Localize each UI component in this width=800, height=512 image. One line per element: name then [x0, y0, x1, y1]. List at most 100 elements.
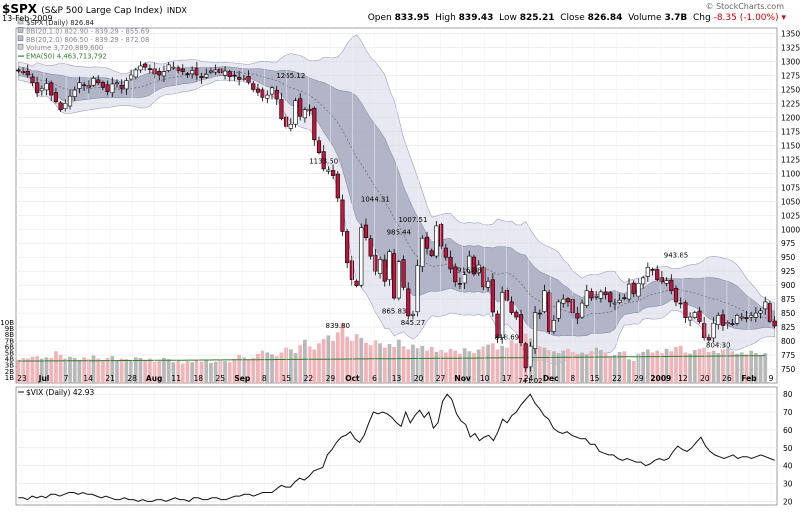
volume-bar: [443, 352, 448, 383]
price-y-tick: 1175: [781, 127, 800, 136]
price-panel: 7507758008258508759009259509751000102510…: [0, 18, 800, 385]
candle-body: [579, 302, 585, 318]
volume-bar: [458, 353, 462, 383]
candle-body: [321, 151, 326, 170]
price-y-tick: 850: [781, 309, 796, 318]
volume-bar: [246, 359, 251, 383]
volume-bar: [396, 339, 401, 383]
candle-body: [584, 290, 589, 306]
volume-bar: [509, 340, 514, 383]
volume-bar: [716, 353, 721, 383]
candle-body: [199, 76, 204, 79]
price-y-tick: 1025: [781, 211, 800, 220]
candle-body: [683, 302, 688, 318]
candle-body: [772, 320, 777, 327]
x-tick-label: 22: [612, 374, 622, 383]
candle-body: [335, 173, 340, 199]
x-tick-label: 24: [524, 374, 534, 383]
vix-y-tick: 20: [783, 497, 793, 506]
candle-body: [166, 64, 171, 71]
candle-body: [744, 317, 749, 320]
candle-body: [542, 290, 547, 312]
x-tick-label: 11: [171, 374, 181, 383]
candle-body: [711, 322, 716, 339]
candle-body: [312, 107, 317, 141]
candle-body: [669, 279, 674, 292]
candle-body: [401, 259, 406, 288]
candle-body: [617, 299, 622, 303]
volume-y-tick: 1B: [5, 374, 14, 382]
candle-body: [631, 282, 636, 294]
price-y-tick: 1100: [781, 169, 800, 178]
volume-bar: [692, 350, 697, 383]
candle-body: [105, 84, 110, 93]
candle-body: [692, 312, 697, 318]
volume-bar: [288, 349, 293, 383]
price-y-tick: 1150: [781, 141, 800, 150]
candle-body: [688, 316, 693, 321]
volume-bar: [303, 339, 307, 383]
price-y-tick: 1075: [781, 183, 800, 192]
price-y-tick: 900: [781, 281, 796, 290]
candle-body: [302, 109, 307, 119]
volume-bar: [72, 357, 77, 383]
volume-bar: [730, 351, 735, 383]
candle-body: [664, 280, 669, 284]
candle-body: [641, 277, 646, 285]
volume-bar: [199, 361, 204, 383]
candle-body: [518, 314, 524, 344]
volume-bar: [251, 357, 256, 383]
price-y-tick: 1275: [781, 72, 800, 81]
volume-bar: [86, 359, 91, 383]
x-tick-label: Aug: [146, 374, 163, 383]
x-tick-label: 8: [262, 374, 267, 383]
candle-body: [626, 283, 632, 300]
volume-bar: [213, 361, 218, 383]
candle-body: [49, 82, 54, 96]
price-y-tick: 1125: [781, 155, 800, 164]
volume-y-tick: 10B: [0, 319, 14, 327]
candle-body: [720, 314, 726, 326]
price-annotation: 865.83: [382, 307, 407, 315]
symbol: $SPX: [2, 2, 38, 16]
volume-bar: [429, 347, 434, 383]
candle-body: [368, 238, 373, 257]
volume-bar: [627, 359, 631, 383]
candle-body: [509, 301, 514, 313]
volume-bar: [44, 357, 49, 383]
volume-bar: [382, 347, 387, 383]
volume-bar: [467, 351, 472, 383]
candle-body: [434, 225, 439, 257]
candle-body: [523, 343, 528, 369]
candle-body: [415, 265, 420, 313]
vix-y-tick: 40: [783, 462, 793, 471]
x-tick-label: 15: [282, 374, 292, 383]
x-tick-label: 10: [480, 374, 490, 383]
candle-body: [561, 298, 566, 304]
volume-bar: [655, 350, 660, 383]
candle-body: [612, 302, 618, 305]
vix-line: [18, 393, 775, 502]
x-tick-label: Feb: [741, 374, 757, 383]
volume-bar: [425, 350, 429, 383]
candle-body: [35, 82, 40, 94]
volume-bar: [688, 353, 692, 383]
volume-bar: [406, 349, 411, 383]
volume-bar: [209, 362, 213, 383]
volume-bar: [711, 350, 716, 383]
candle-body: [429, 250, 434, 256]
volume-bar: [265, 352, 270, 383]
candle-body: [575, 313, 580, 319]
x-tick-label: 22: [304, 374, 314, 383]
candle-body: [749, 315, 754, 318]
symbol-title: $SPX (S&P 500 Large Cap Index) INDX: [2, 2, 187, 16]
volume-bar: [54, 351, 58, 383]
volume-bar: [495, 349, 500, 383]
candle-body: [636, 283, 641, 297]
credit: © StockCharts.com: [705, 2, 784, 11]
price-y-tick: 1225: [781, 99, 800, 108]
candle-body: [767, 303, 773, 322]
volume-bar: [551, 351, 556, 383]
x-tick-label: Oct: [345, 374, 360, 383]
candle-body: [659, 277, 664, 283]
